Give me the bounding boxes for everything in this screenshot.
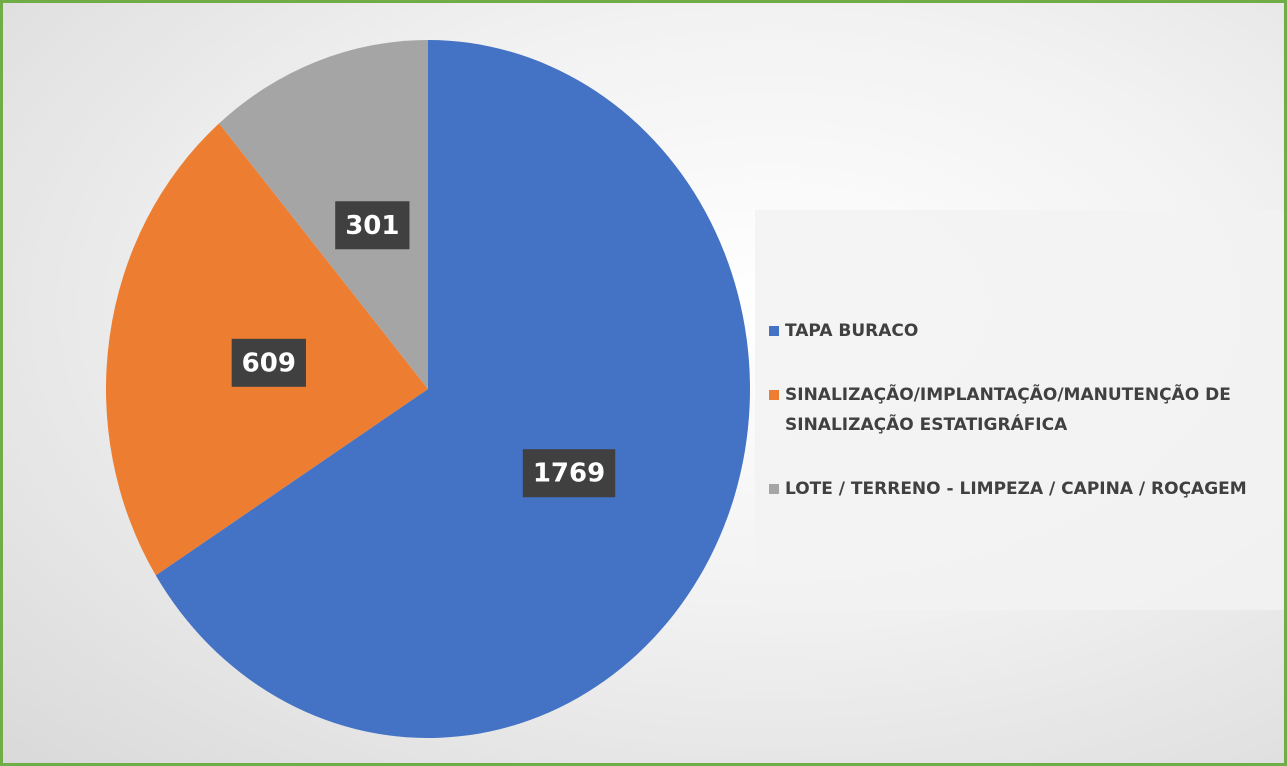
data-label: 609 — [231, 338, 306, 387]
data-label-box — [522, 449, 616, 498]
data-label-box — [231, 338, 306, 387]
pie-slice — [155, 40, 751, 738]
legend-swatch — [769, 484, 779, 494]
data-label-text: 609 — [242, 348, 296, 378]
legend: TAPA BURACO SINALIZAÇÃO/IMPLANTAÇÃO/MANUT… — [755, 210, 1284, 610]
legend-label: SINALIZAÇÃO/IMPLANTAÇÃO/MANUTENÇÃO DE SI… — [785, 385, 1231, 435]
pie-slice — [219, 40, 428, 389]
legend-entry: LOTE / TERRENO - LIMPEZA / CAPINA / ROÇA… — [769, 474, 1267, 504]
data-label: 301 — [335, 201, 410, 250]
legend-swatch — [769, 390, 779, 400]
legend-entry: SINALIZAÇÃO/IMPLANTAÇÃO/MANUTENÇÃO DE SI… — [769, 380, 1267, 440]
legend-swatch — [769, 326, 779, 336]
data-label-text: 301 — [345, 211, 399, 241]
pie-chart: 1769 609 301 — [105, 40, 751, 738]
legend-label: LOTE / TERRENO - LIMPEZA / CAPINA / ROÇA… — [785, 479, 1247, 499]
data-label: 1769 — [522, 449, 616, 498]
legend-label: TAPA BURACO — [785, 321, 919, 341]
legend-entry: TAPA BURACO — [769, 316, 1267, 346]
data-label-box — [335, 201, 410, 250]
data-label-text: 1769 — [533, 459, 605, 489]
